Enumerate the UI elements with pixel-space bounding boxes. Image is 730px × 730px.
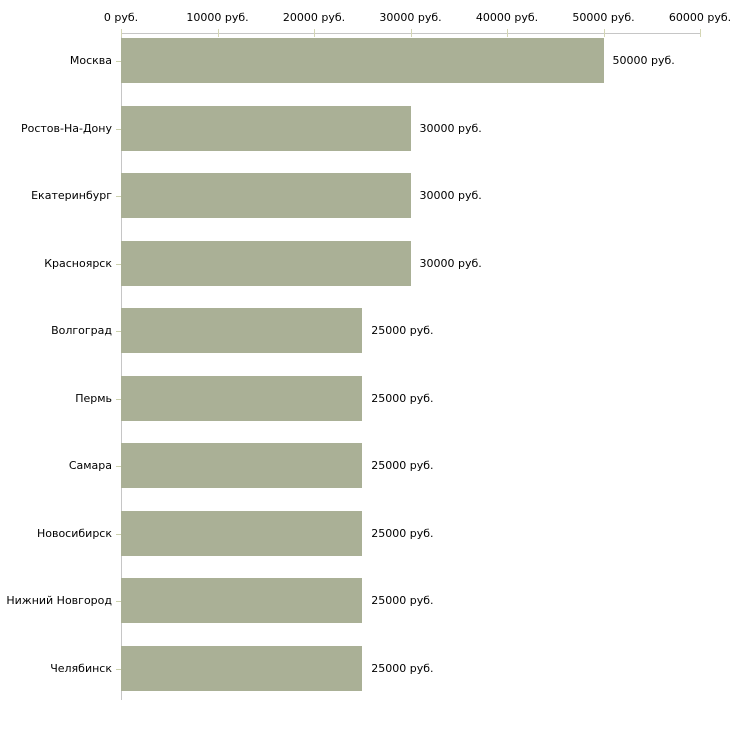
category-tick (116, 533, 121, 535)
bar (121, 240, 411, 286)
category-label: Самара (68, 459, 112, 472)
bar (121, 308, 363, 353)
bar (121, 173, 411, 218)
category-label: Челябинск (50, 661, 112, 675)
bar-row: Москва 50000 руб. (0, 38, 730, 83)
value-label: 25000 руб. (371, 594, 434, 607)
category-label: Волгоград (51, 324, 112, 337)
value-label: 50000 руб. (612, 54, 675, 67)
category-tick (116, 61, 121, 62)
category-tick (116, 601, 121, 602)
bar-row: Нижний Новгород 25000 руб. (0, 578, 730, 623)
bar (121, 375, 363, 421)
x-axis-tick (314, 29, 315, 37)
x-axis-tick (700, 29, 701, 37)
value-label: 30000 руб. (419, 189, 482, 202)
category-tick (116, 196, 121, 197)
category-label: Красноярск (44, 256, 112, 270)
x-axis-tick (217, 29, 219, 37)
x-axis-tick (603, 29, 605, 37)
bar (121, 38, 604, 83)
x-axis-tick (410, 29, 412, 37)
value-label: 25000 руб. (371, 391, 434, 405)
bar-row: Красноярск 30000 руб. (0, 240, 730, 286)
bar-row: Новосибирск 25000 руб. (0, 510, 730, 556)
category-label: Москва (69, 54, 112, 67)
category-tick (116, 128, 121, 130)
bar-row: Волгоград 25000 руб. (0, 308, 730, 353)
category-label: Ростов-На-Дону (20, 121, 112, 135)
value-label: 25000 руб. (371, 324, 434, 337)
category-tick (116, 466, 121, 467)
x-axis-tick-label: 20000 руб. (282, 11, 346, 24)
category-tick (116, 668, 121, 670)
bar (121, 443, 363, 488)
category-label: Нижний Новгород (6, 594, 112, 607)
bar-row: Челябинск 25000 руб. (0, 645, 730, 691)
x-axis-tick-label: 60000 руб. (668, 11, 730, 24)
x-axis-tick (507, 29, 508, 37)
bar (121, 645, 363, 691)
value-label: 30000 руб. (419, 121, 482, 135)
value-label: 25000 руб. (371, 459, 434, 472)
category-tick (116, 263, 121, 265)
y-axis-line (121, 33, 122, 700)
category-label: Новосибирск (36, 526, 112, 540)
bar-row: Самара 25000 руб. (0, 443, 730, 488)
x-axis-tick-label: 0 руб. (103, 11, 139, 24)
value-label: 25000 руб. (371, 526, 434, 540)
value-label: 25000 руб. (371, 661, 434, 675)
bar (121, 578, 363, 623)
bar-row: Ростов-На-Дону 30000 руб. (0, 105, 730, 151)
x-axis-tick-label: 10000 руб. (186, 11, 249, 24)
x-axis-tick-label: 30000 руб. (379, 11, 442, 24)
bar-row: Екатеринбург 30000 руб. (0, 173, 730, 218)
bar-row: Пермь 25000 руб. (0, 375, 730, 421)
category-tick (116, 398, 121, 400)
bar (121, 105, 411, 151)
x-axis-tick-label: 50000 руб. (572, 11, 635, 24)
category-label: Екатеринбург (31, 189, 112, 202)
value-label: 30000 руб. (419, 256, 482, 270)
x-axis-tick (121, 29, 122, 37)
bar (121, 510, 363, 556)
category-tick (116, 331, 121, 332)
category-label: Пермь (75, 391, 112, 405)
x-axis-tick-label: 40000 руб. (475, 11, 539, 24)
